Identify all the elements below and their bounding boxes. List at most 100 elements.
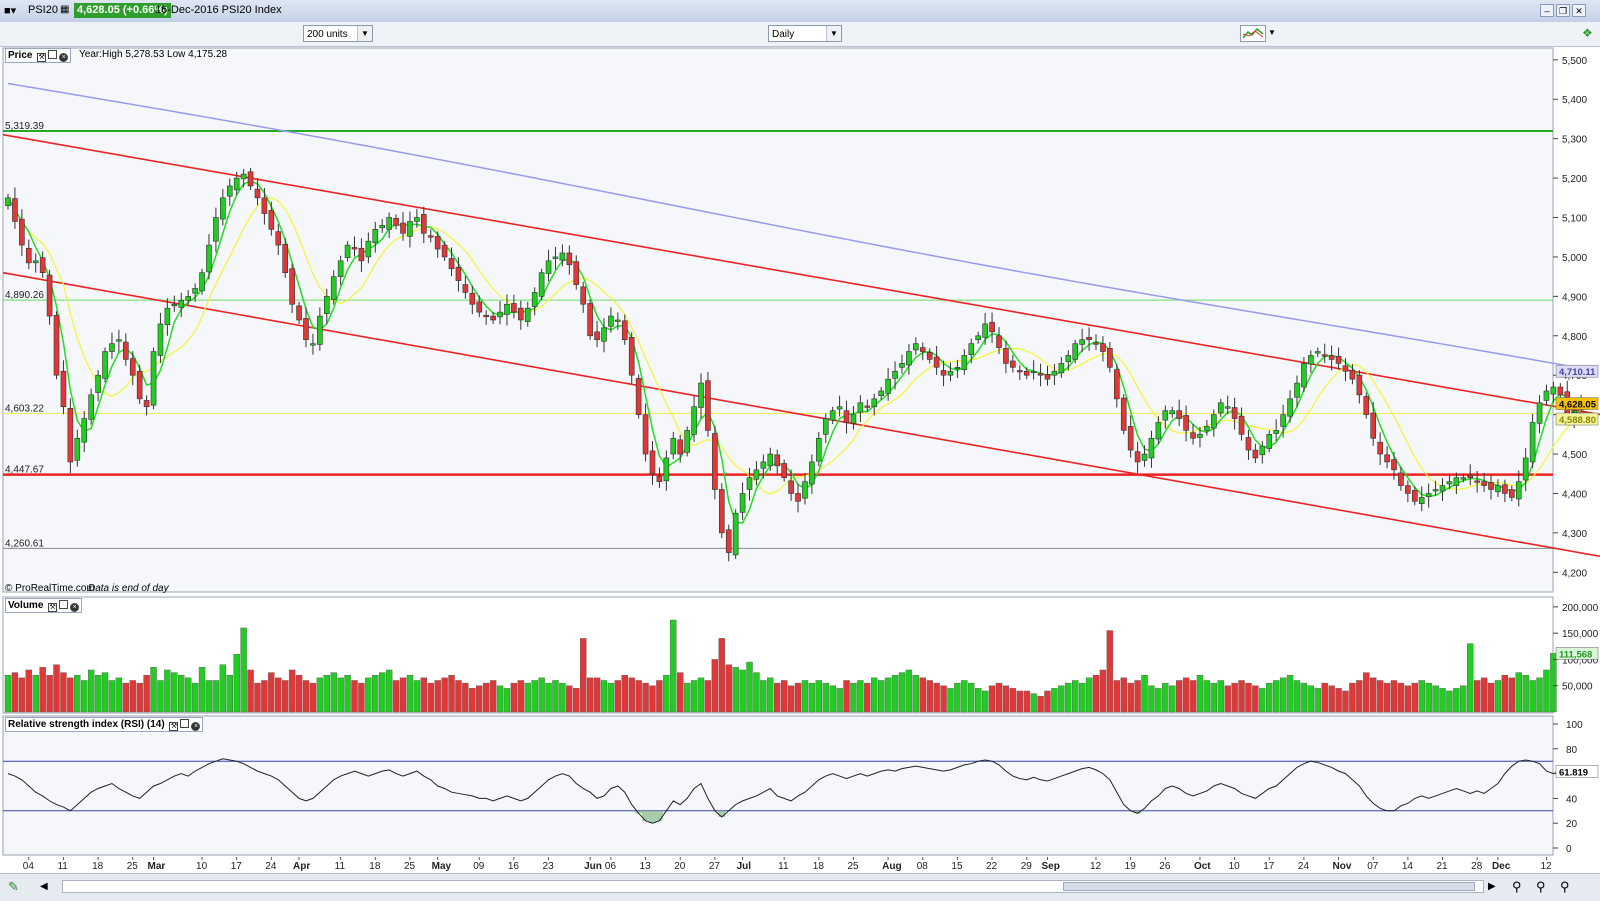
scroll-thumb[interactable] bbox=[1063, 882, 1475, 891]
price-tick-label: 5,100 bbox=[1562, 214, 1587, 225]
volume-bar bbox=[268, 672, 275, 713]
volume-bar bbox=[1002, 685, 1010, 713]
volume-bar bbox=[1065, 682, 1072, 713]
candle-body bbox=[621, 320, 628, 341]
scroll-left-icon[interactable]: ◀ bbox=[40, 881, 48, 892]
info-icon[interactable]: ▦ bbox=[60, 4, 70, 15]
period-select[interactable]: Daily ▼ bbox=[768, 25, 842, 42]
volume-bar bbox=[462, 682, 469, 713]
units-select[interactable]: 200 units ▼ bbox=[303, 25, 373, 42]
units-select-value: 200 units bbox=[307, 29, 348, 40]
candle-body bbox=[663, 457, 670, 482]
volume-bar bbox=[1279, 677, 1287, 713]
window-icon[interactable] bbox=[48, 50, 58, 59]
rsi-oversold-fill bbox=[635, 810, 643, 814]
volume-bar bbox=[697, 677, 705, 713]
candle-body bbox=[88, 394, 94, 420]
restore-button[interactable]: ❐ bbox=[1556, 4, 1570, 17]
candle-body bbox=[289, 268, 295, 305]
volume-bar bbox=[184, 677, 192, 713]
x-tick-label: 18 bbox=[92, 861, 104, 872]
indicators-chevron-icon[interactable]: ▼ bbox=[1268, 28, 1276, 37]
candle-body bbox=[1114, 369, 1120, 400]
volume-bar bbox=[891, 675, 899, 713]
volume-value-badge: 111,568 bbox=[1559, 649, 1592, 660]
candle-body bbox=[628, 337, 635, 376]
chart-scrollbar[interactable]: ✎ ◀ ▶ ⚲ ⚲ ⚲ bbox=[0, 873, 1600, 901]
close-icon[interactable]: × bbox=[70, 603, 80, 612]
x-tick-label: Jul bbox=[737, 861, 752, 872]
volume-bar bbox=[808, 682, 816, 713]
zoom-fit-icon[interactable]: ⚲ bbox=[1512, 879, 1522, 894]
credit-note: Data is end of day bbox=[88, 583, 169, 594]
chevron-down-icon[interactable]: ▼ bbox=[826, 26, 841, 41]
price-tick-label: 4,800 bbox=[1562, 332, 1587, 343]
volume-bar bbox=[822, 682, 829, 713]
link-icon[interactable]: ❖ bbox=[1582, 26, 1593, 40]
candle-body bbox=[760, 461, 767, 469]
candle-body bbox=[1197, 434, 1203, 438]
window-menu-icon[interactable]: ■▾ bbox=[4, 5, 17, 17]
zoom-out-icon[interactable]: ⚲ bbox=[1536, 879, 1546, 894]
candle-body bbox=[67, 408, 74, 463]
volume-bar bbox=[496, 685, 504, 713]
volume-bar bbox=[628, 677, 635, 713]
wrench-icon[interactable]: ⚒ bbox=[37, 53, 47, 62]
candle-body bbox=[1522, 457, 1529, 481]
volume-bar bbox=[32, 675, 39, 713]
wrench-icon[interactable]: ⚒ bbox=[169, 722, 179, 731]
volume-bar bbox=[441, 677, 448, 713]
zoom-in-icon[interactable]: ⚲ bbox=[1560, 879, 1570, 894]
volume-bar bbox=[1058, 685, 1065, 713]
x-tick-label: 24 bbox=[1298, 861, 1310, 872]
chart-toolbar: 200 units ▼ Daily ▼ ▼ ❖ bbox=[0, 22, 1600, 47]
x-tick-label: 28 bbox=[1471, 861, 1483, 872]
candle-body bbox=[1308, 355, 1314, 365]
candle-body bbox=[926, 352, 933, 360]
indicators-button[interactable] bbox=[1240, 25, 1266, 42]
volume-bar bbox=[67, 677, 74, 713]
volume-bar bbox=[476, 685, 483, 713]
window-icon[interactable] bbox=[180, 719, 190, 728]
wrench-icon[interactable]: ⚒ bbox=[48, 603, 58, 612]
candle-body bbox=[74, 437, 81, 461]
volume-bar bbox=[621, 675, 628, 713]
volume-bar bbox=[1023, 690, 1030, 713]
chevron-down-icon[interactable]: ▼ bbox=[357, 26, 372, 41]
window-icon[interactable] bbox=[59, 600, 69, 609]
volume-bar bbox=[884, 677, 892, 713]
volume-bar bbox=[774, 682, 781, 713]
candle-body bbox=[1294, 382, 1300, 398]
scroll-track[interactable] bbox=[62, 880, 1484, 893]
volume-bar bbox=[379, 672, 386, 713]
rsi-panel-label: Relative strength index (RSI) (14) ⚒ × bbox=[5, 717, 204, 732]
volume-bar bbox=[683, 682, 691, 713]
volume-bar bbox=[261, 680, 268, 713]
candle-body bbox=[365, 240, 372, 258]
chart-home-icon[interactable]: ✎ bbox=[8, 879, 19, 894]
candle-body bbox=[1328, 355, 1335, 360]
rsi-panel bbox=[2, 715, 1554, 856]
minimize-button[interactable]: – bbox=[1540, 4, 1554, 17]
x-tick-label: 17 bbox=[1263, 861, 1275, 872]
volume-bar bbox=[94, 675, 102, 713]
volume-bar bbox=[482, 682, 490, 713]
candle-body bbox=[1072, 343, 1079, 360]
candle-body bbox=[1495, 485, 1501, 493]
candle-body bbox=[379, 225, 386, 229]
candle-body bbox=[871, 398, 878, 408]
close-icon[interactable]: × bbox=[59, 53, 69, 62]
scroll-right-icon[interactable]: ▶ bbox=[1488, 881, 1496, 892]
candle-body bbox=[850, 414, 857, 424]
volume-bar bbox=[254, 682, 261, 713]
candle-body bbox=[1529, 422, 1536, 463]
volume-bar bbox=[656, 680, 663, 713]
candle-body bbox=[490, 315, 496, 321]
volume-bar bbox=[607, 682, 615, 713]
volume-bar bbox=[981, 690, 989, 713]
horizontal-line-label: 4,603.22 bbox=[5, 403, 44, 414]
volume-bar bbox=[212, 680, 220, 713]
close-icon[interactable]: × bbox=[191, 722, 201, 731]
volume-bar bbox=[1106, 630, 1114, 713]
close-button[interactable]: ✕ bbox=[1572, 4, 1586, 17]
